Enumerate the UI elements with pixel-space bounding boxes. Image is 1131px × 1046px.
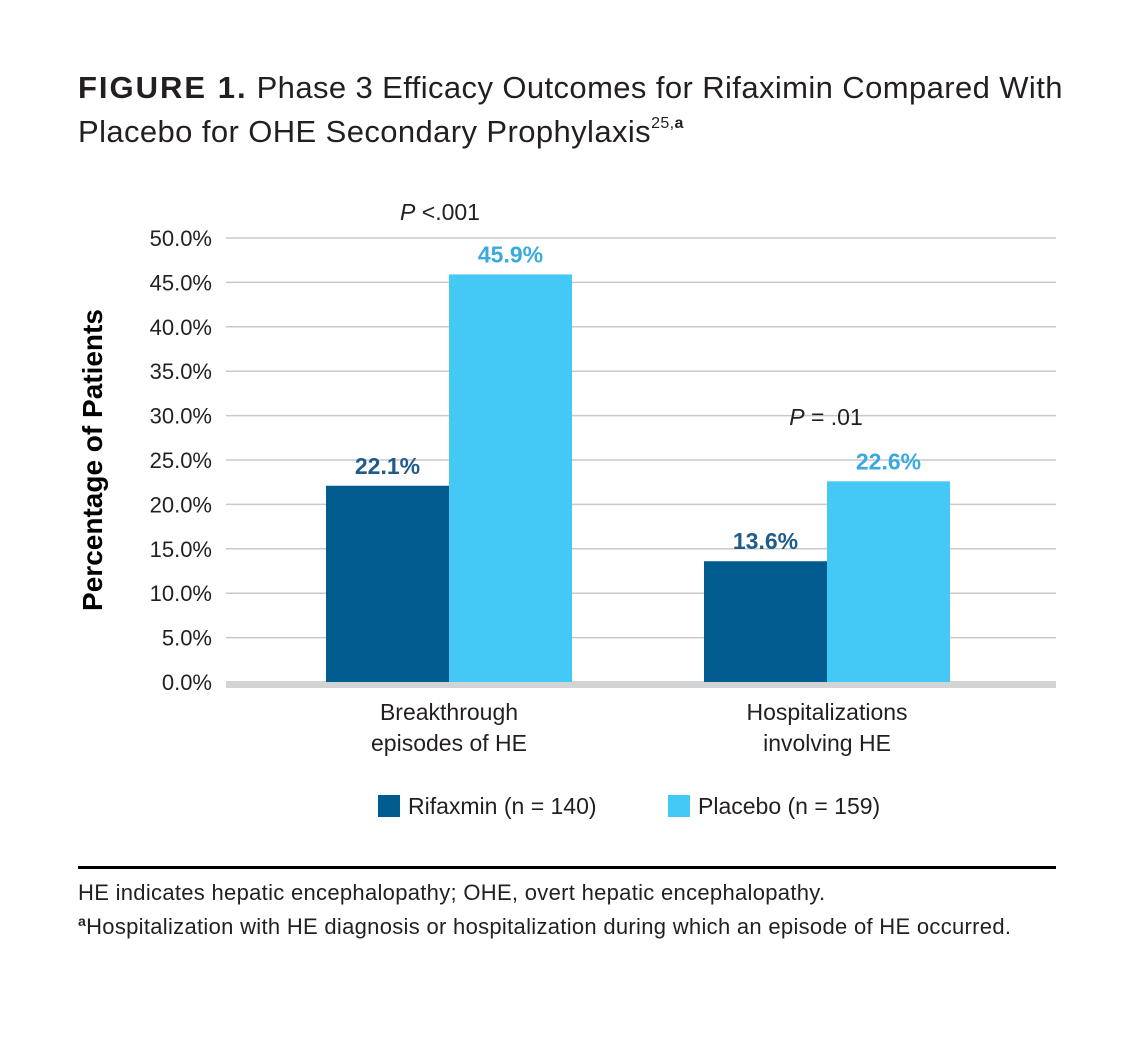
figure-title-text: Phase 3 Efficacy Outcomes for Rifaximin … <box>78 70 1063 149</box>
x-axis-line <box>226 681 1056 688</box>
p-value-annotation: P = .01 <box>789 404 863 430</box>
legend-swatch-rifaxmin <box>378 795 400 817</box>
legend-item-rifaxmin: Rifaxmin (n = 140) <box>378 786 597 826</box>
y-tick-label: 20.0% <box>150 492 212 517</box>
footnote-a: aHospitalization with HE diagnosis or ho… <box>78 910 1068 944</box>
data-label-rifaxmin: 22.1% <box>355 453 420 479</box>
y-tick-label: 35.0% <box>150 359 212 384</box>
legend-item-placebo: Placebo (n = 159) <box>668 786 880 826</box>
footnote-a-text: Hospitalization with HE diagnosis or hos… <box>86 914 1012 939</box>
legend-label-placebo: Placebo (n = 159) <box>698 792 881 819</box>
p-value-symbol: P <box>400 199 416 225</box>
y-axis-title: Percentage of Patients <box>77 309 108 611</box>
footnote-marker: a <box>674 115 684 132</box>
footnotes: HE indicates hepatic encephalopathy; OHE… <box>78 876 1068 944</box>
y-tick-label: 30.0% <box>150 404 212 429</box>
footnote-abbreviations: HE indicates hepatic encephalopathy; OHE… <box>78 880 826 905</box>
figure-label: FIGURE 1. <box>78 70 248 105</box>
legend-label-rifaxmin: Rifaxmin (n = 140) <box>408 792 597 819</box>
bar-placebo <box>827 481 950 682</box>
reference-number: 25, <box>651 115 675 132</box>
y-tick-label: 50.0% <box>150 226 212 251</box>
x-category-label: involving HE <box>763 730 891 756</box>
data-label-rifaxmin: 13.6% <box>733 528 798 554</box>
y-tick-label: 0.0% <box>162 670 212 695</box>
p-value-text: = .01 <box>805 404 863 430</box>
y-tick-label: 25.0% <box>150 448 212 473</box>
bar-placebo <box>449 274 572 682</box>
bar-chart: 0.0% 5.0% 10.0% 15.0% 20.0% 25.0% 30.0% 35.0% 40… <box>77 199 1056 756</box>
footer-divider <box>78 866 1056 869</box>
y-tick-label: 10.0% <box>150 581 212 606</box>
figure-title: FIGURE 1. Phase 3 Efficacy Outcomes for … <box>78 66 1078 154</box>
y-tick-label: 45.0% <box>150 270 212 295</box>
bar-rifaxmin <box>704 561 827 682</box>
y-tick-label: 5.0% <box>162 626 212 651</box>
data-label-placebo: 45.9% <box>478 241 543 267</box>
x-category-label: Hospitalizations <box>746 699 907 725</box>
p-value-text: <.001 <box>415 199 480 225</box>
figure-title-superscript: 25,a <box>651 115 684 132</box>
p-value-annotation: P <.001 <box>400 199 480 225</box>
p-value-symbol: P <box>789 404 805 430</box>
data-label-placebo: 22.6% <box>856 448 921 474</box>
y-tick-label: 40.0% <box>150 315 212 340</box>
footnote-a-marker: a <box>78 913 87 929</box>
bar-rifaxmin <box>326 485 449 682</box>
x-category-label: Breakthrough <box>380 699 518 725</box>
legend-swatch-placebo <box>668 795 690 817</box>
x-category-label: episodes of HE <box>371 730 527 756</box>
y-tick-label: 15.0% <box>150 537 212 562</box>
